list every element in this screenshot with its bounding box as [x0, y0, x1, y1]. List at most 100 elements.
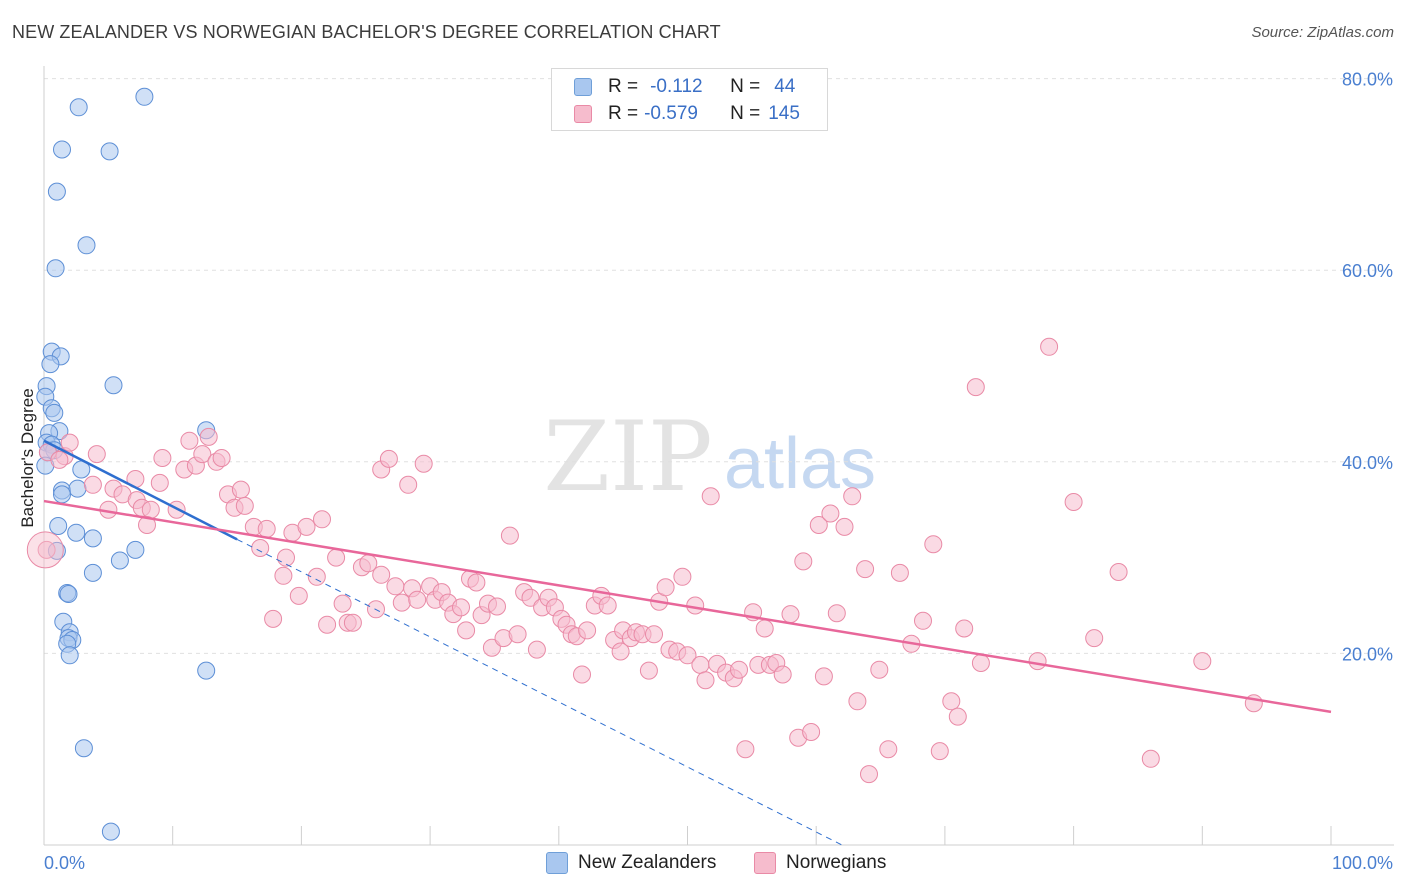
data-point-new-zealander: [53, 485, 71, 504]
data-point-norwegian: [327, 548, 346, 567]
trend-line-new-zealanders: [43, 439, 238, 541]
y-tick-label: 80.0%: [1342, 70, 1393, 90]
data-point-norwegian: [966, 378, 985, 397]
grid: [44, 78, 1394, 654]
data-point-norwegian: [414, 454, 433, 473]
data-point-norwegian: [856, 560, 875, 579]
data-point-norwegian: [1064, 493, 1083, 511]
x-tick-label: 0.0%: [44, 853, 85, 873]
data-point-norwegian: [452, 598, 470, 617]
data-point-norwegian: [264, 609, 283, 628]
data-point-norwegian: [508, 625, 527, 644]
data-point-norwegian: [138, 516, 156, 534]
data-point-norwegian: [673, 567, 692, 586]
data-point-norwegian: [848, 692, 867, 711]
data-point-norwegian: [598, 596, 617, 615]
data-point-norwegian: [482, 638, 501, 657]
legend-label: Norwegians: [786, 852, 887, 873]
legend-item-norwegians[interactable]: Norwegians: [754, 852, 886, 874]
legend-r-value: -0.579: [644, 103, 698, 124]
data-point-norwegian: [60, 433, 79, 452]
y-axis-title: Bachelor's Degree: [18, 388, 37, 527]
data-point-norwegian: [573, 665, 591, 684]
tick-labels: 20.0% 40.0% 60.0% 80.0% 0.0% 100.0%: [44, 70, 1393, 873]
data-point-norwegian: [212, 449, 231, 467]
data-point-norwegian: [318, 615, 337, 634]
data-point-new-zealander: [60, 646, 79, 665]
data-point-norwegian: [235, 496, 254, 515]
data-point-norwegian: [971, 654, 990, 672]
data-point-norwegian: [678, 646, 697, 665]
data-point-new-zealander: [77, 236, 96, 255]
data-point-new-zealander: [69, 98, 88, 117]
data-point-norwegian: [794, 552, 813, 571]
data-point-norwegian: [313, 510, 331, 529]
data-point-norwegian: [1040, 337, 1059, 356]
data-point-norwegian: [488, 597, 506, 616]
data-point-norwegian: [843, 487, 862, 506]
legend-n-label: N =: [730, 103, 761, 124]
data-point-norwegian: [257, 519, 276, 538]
legend-item-new-zealanders[interactable]: New Zealanders: [546, 852, 716, 874]
data-point-new-zealander: [47, 182, 66, 201]
data-point-norwegian: [1085, 629, 1104, 648]
y-tick-label: 20.0%: [1342, 644, 1393, 664]
data-point-norwegian: [701, 487, 720, 506]
data-point-norwegian: [87, 445, 106, 464]
trend-line-new-zealanders-extended: [236, 538, 843, 846]
data-point-norwegian: [696, 671, 715, 690]
norwegians-points: [26, 337, 1263, 784]
data-point-norwegian: [930, 742, 949, 761]
data-point-norwegian: [274, 566, 293, 585]
y-tick-label: 60.0%: [1342, 261, 1393, 281]
legend-r-label: R =: [608, 103, 639, 124]
data-point-new-zealander: [41, 355, 60, 374]
data-point-norwegian: [639, 661, 658, 680]
data-point-norwegian: [879, 740, 898, 759]
data-point-norwegian: [781, 605, 800, 624]
data-point-norwegian: [802, 723, 821, 741]
data-point-norwegian: [333, 594, 352, 613]
data-point-norwegian: [457, 621, 476, 640]
data-point-norwegian: [521, 588, 540, 607]
data-point-norwegian: [691, 655, 710, 674]
data-point-norwegian: [251, 539, 270, 557]
legend-swatch-pink: [574, 105, 592, 123]
data-point-norwegian: [736, 740, 755, 759]
data-point-norwegian: [83, 475, 102, 494]
data-point-new-zealander: [104, 376, 123, 395]
data-point-new-zealander: [49, 517, 68, 535]
data-point-norwegian: [645, 625, 663, 644]
legend-swatch-pink: [754, 852, 776, 874]
trend-lines: [43, 439, 1332, 846]
data-point-new-zealander: [135, 87, 154, 106]
data-point-norwegian: [611, 642, 630, 661]
legend-swatch-blue: [546, 852, 568, 874]
data-point-new-zealander: [83, 563, 102, 582]
data-point-norwegian: [467, 573, 486, 592]
data-point-norwegian: [307, 567, 326, 586]
data-point-new-zealander: [197, 661, 216, 680]
data-point-norwegian: [500, 526, 519, 545]
data-point-norwegian: [860, 765, 878, 784]
data-point-norwegian: [527, 640, 546, 659]
data-point-norwegian: [386, 577, 405, 596]
legend-swatch-blue: [574, 78, 592, 96]
legend-label: New Zealanders: [578, 852, 717, 873]
legend-n-value: 44: [774, 76, 796, 97]
data-point-norwegian: [231, 480, 250, 499]
data-point-norwegian: [37, 540, 56, 559]
data-point-norwegian: [814, 667, 833, 686]
x-tick-label: 100.0%: [1332, 853, 1393, 873]
data-point-norwegian: [1141, 749, 1160, 768]
series-legend: New Zealanders Norwegians: [0, 852, 1406, 878]
data-point-norwegian: [578, 621, 597, 640]
data-point-norwegian: [150, 473, 169, 492]
data-point-new-zealander: [45, 403, 64, 422]
watermark-zip: ZIP: [543, 401, 712, 513]
data-point-new-zealander: [59, 585, 78, 603]
data-point-norwegian: [955, 619, 974, 638]
source-credit: Source: ZipAtlas.com: [1251, 24, 1394, 41]
data-point-norwegian: [656, 578, 675, 597]
